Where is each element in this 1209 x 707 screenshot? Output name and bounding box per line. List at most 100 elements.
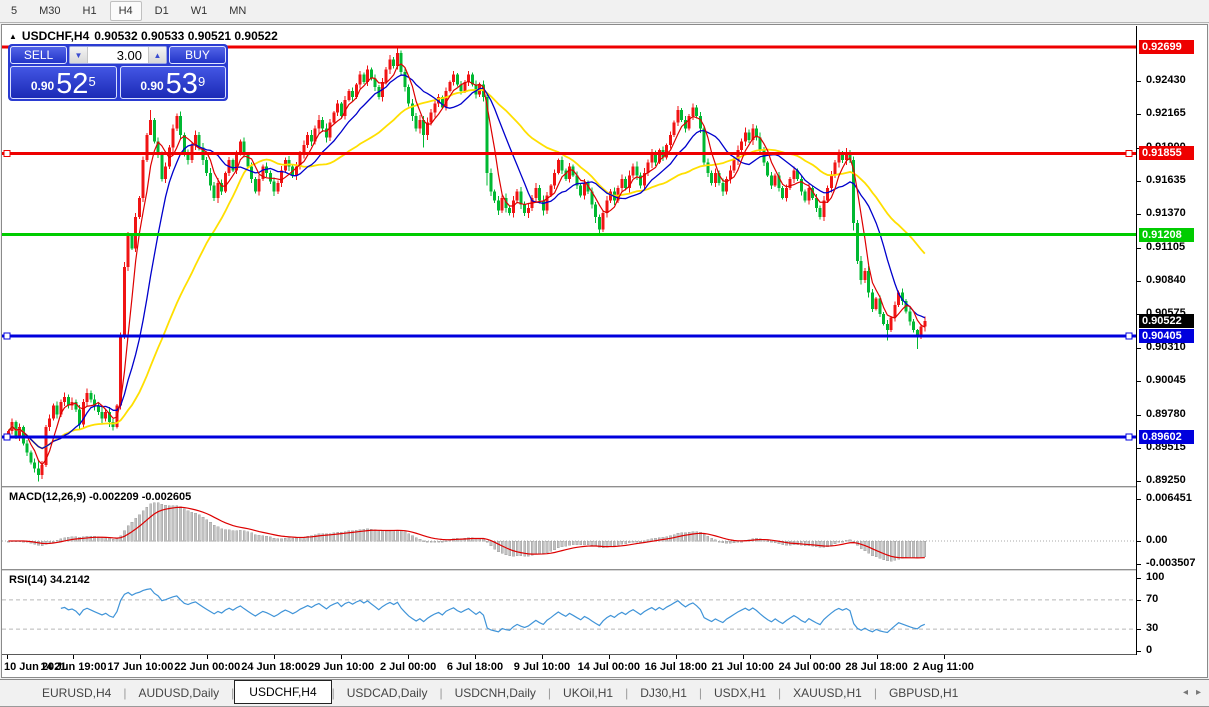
- timeframe-button-mn[interactable]: MN: [229, 5, 247, 17]
- buy-price-display[interactable]: 0.90 53 9: [119, 66, 226, 100]
- rsi-tick: [1137, 578, 1141, 579]
- volume-spinner: ▼ ▲: [69, 46, 167, 64]
- time-axis-border: [2, 654, 1207, 655]
- price-tick-label: 0.90840: [1146, 274, 1186, 287]
- time-tick-label: 16 Jul 18:00: [644, 661, 707, 673]
- price-tick-label: 0.91635: [1146, 173, 1186, 186]
- volume-input[interactable]: [88, 47, 148, 63]
- macd-tick-label: -0.003507: [1146, 556, 1196, 569]
- chart-tab-usdx[interactable]: USDX,H1: [714, 686, 767, 700]
- chart-symbol-label: USDCHF,H4: [21, 29, 90, 43]
- time-tick-label: 21 Jul 10:00: [711, 661, 774, 673]
- time-tick: [675, 655, 677, 659]
- chart-ohlc-quotes: 0.90532 0.90533 0.90521 0.90522: [94, 29, 278, 43]
- macd-plot[interactable]: [2, 489, 1136, 569]
- timeframe-button-h1[interactable]: H1: [82, 5, 97, 17]
- time-tick-label: 10 Jun 2021: [4, 661, 67, 673]
- price-tick: [1137, 114, 1141, 116]
- rsi-tick-label: 70: [1146, 592, 1159, 605]
- price-tick: [1137, 447, 1141, 449]
- time-tick: [408, 655, 410, 659]
- macd-tick-label: 0.00: [1146, 534, 1168, 546]
- price-tick-label: 0.92165: [1146, 107, 1186, 120]
- chart-tab-usdcad[interactable]: USDCAD,Daily: [346, 686, 428, 700]
- price-axis[interactable]: 0.924300.921650.919000.916350.913700.911…: [1136, 26, 1207, 656]
- timeframe-button-5[interactable]: 5: [11, 5, 18, 17]
- price-tick: [1137, 347, 1141, 349]
- tab-separator: |: [123, 686, 127, 700]
- time-tick: [73, 655, 75, 659]
- level-price-badge: 0.92699: [1139, 40, 1194, 54]
- buy-button[interactable]: BUY: [169, 46, 226, 64]
- tab-separator: |: [873, 686, 877, 700]
- current-price-badge: 0.90522: [1139, 314, 1194, 329]
- time-tick: [943, 655, 945, 659]
- level-price-badge: 0.90405: [1139, 328, 1194, 343]
- time-axis[interactable]: 10 Jun 2021 14 Jun 19:00 17 Jun 10:00 22 Ju…: [2, 655, 1136, 677]
- tab-scroll-arrows: ◂ ▸: [1183, 688, 1201, 698]
- timeframe-button-h4[interactable]: H4: [109, 1, 142, 21]
- macd-indicator-label: MACD(12,26,9) -0.002209 -0.002605: [9, 491, 192, 503]
- time-tick: [341, 655, 343, 659]
- panel-divider[interactable]: [2, 569, 1207, 572]
- price-tick-label: 0.90045: [1146, 374, 1186, 387]
- rsi-tick-label: 30: [1146, 622, 1159, 635]
- time-tick-label: 2 Aug 11:00: [913, 661, 974, 673]
- time-tick: [876, 655, 878, 659]
- time-tick: [207, 655, 209, 659]
- tab-scroll-left-icon[interactable]: ◂: [1182, 687, 1188, 698]
- volume-increase-button[interactable]: ▲: [148, 47, 166, 63]
- rsi-plot[interactable]: [2, 572, 1136, 654]
- volume-decrease-button[interactable]: ▼: [70, 47, 88, 63]
- panel-divider[interactable]: [2, 486, 1207, 489]
- chart-tab-xauusd[interactable]: XAUUSD,H1: [793, 686, 862, 700]
- sell-button[interactable]: SELL: [10, 46, 67, 64]
- chart-tab-bar: EURUSD,H4 | AUDUSD,Daily | USDCHF,H4 | USDCAD,…: [0, 679, 1209, 707]
- one-click-trading-panel: SELL ▼ ▲ BUY 0.90 52 5 0.90 53 9: [8, 44, 228, 101]
- time-tick: [608, 655, 610, 659]
- tab-separator: |: [698, 686, 702, 700]
- price-tick: [1137, 281, 1141, 283]
- sell-price-main: 52: [56, 68, 89, 100]
- time-tick-label: 14 Jun 19:00: [40, 661, 107, 673]
- candles: [7, 47, 927, 482]
- rsi-tick: [1137, 599, 1141, 601]
- chart-tab-usdcnh[interactable]: USDCNH,Daily: [454, 686, 536, 700]
- time-tick-label: 28 Jul 18:00: [845, 661, 908, 673]
- time-tick-label: 22 Jun 00:00: [174, 661, 241, 673]
- price-tick: [1137, 481, 1141, 483]
- price-tick-label: 0.90310: [1146, 340, 1186, 353]
- time-tick-label: 2 Jul 00:00: [379, 661, 437, 673]
- timeframe-button-m30[interactable]: M30: [39, 5, 61, 17]
- price-tick-label: 0.92430: [1146, 73, 1186, 86]
- level-price-badge: 0.89602: [1139, 429, 1194, 444]
- sell-price-display[interactable]: 0.90 52 5: [10, 66, 117, 99]
- chart-tab-audusd[interactable]: AUDUSD,Daily: [138, 686, 220, 700]
- panel-collapse-icon[interactable]: ▲: [9, 31, 17, 41]
- buy-price-main: 53: [165, 68, 198, 100]
- chart-tab-ukoil[interactable]: UKOil,H1: [563, 686, 614, 700]
- level-price-badge: 0.91855: [1139, 146, 1194, 161]
- price-tick: [1137, 381, 1141, 383]
- timeframe-button-d1[interactable]: D1: [154, 5, 169, 17]
- time-tick: [809, 655, 811, 659]
- time-tick-label: 6 Jul 18:00: [446, 661, 504, 673]
- sell-price-prefix: 0.90: [30, 79, 55, 93]
- timeframe-toolbar: 5 M30 H1 H4 D1 W1 MN: [0, 0, 1209, 23]
- timeframe-button-w1[interactable]: W1: [190, 5, 208, 17]
- tab-scroll-right-icon[interactable]: ▸: [1195, 687, 1201, 698]
- chart-tab-dj30[interactable]: DJ30,H1: [640, 686, 687, 700]
- rsi-tick: [1137, 651, 1141, 652]
- price-tick-label: 0.91370: [1146, 207, 1186, 220]
- price-tick: [1137, 214, 1141, 216]
- arrow-up-icon: ▲: [153, 50, 162, 60]
- chart-tab-gbpusd[interactable]: GBPUSD,H1: [888, 686, 959, 700]
- price-chart-plot[interactable]: [2, 26, 1136, 486]
- price-tick: [1137, 80, 1141, 82]
- tab-separator: |: [231, 686, 235, 700]
- level-price-badge: 0.91208: [1139, 227, 1194, 242]
- chart-title: ▲ USDCHF,H4 0.90532 0.90533 0.90521 0.90…: [9, 29, 278, 43]
- chart-tab-eurusd[interactable]: EURUSD,H4: [42, 686, 112, 700]
- chart-tab-usdchf[interactable]: USDCHF,H4: [234, 680, 332, 704]
